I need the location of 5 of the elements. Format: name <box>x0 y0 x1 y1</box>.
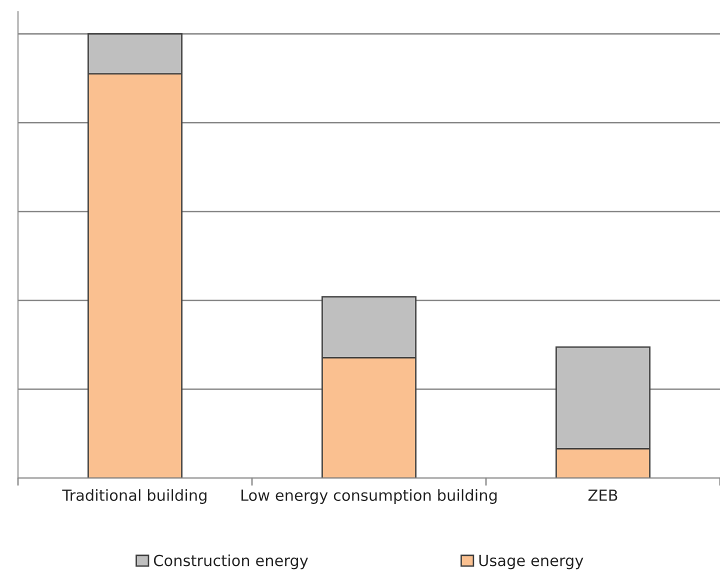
x-tick-label: Low energy consumption building <box>241 489 497 504</box>
x-tick-label: ZEB <box>588 490 618 501</box>
x-tick-label: Traditional building <box>62 489 206 504</box>
legend-label: Construction energy <box>154 554 308 570</box>
legend-label: Usage energy <box>479 554 584 570</box>
